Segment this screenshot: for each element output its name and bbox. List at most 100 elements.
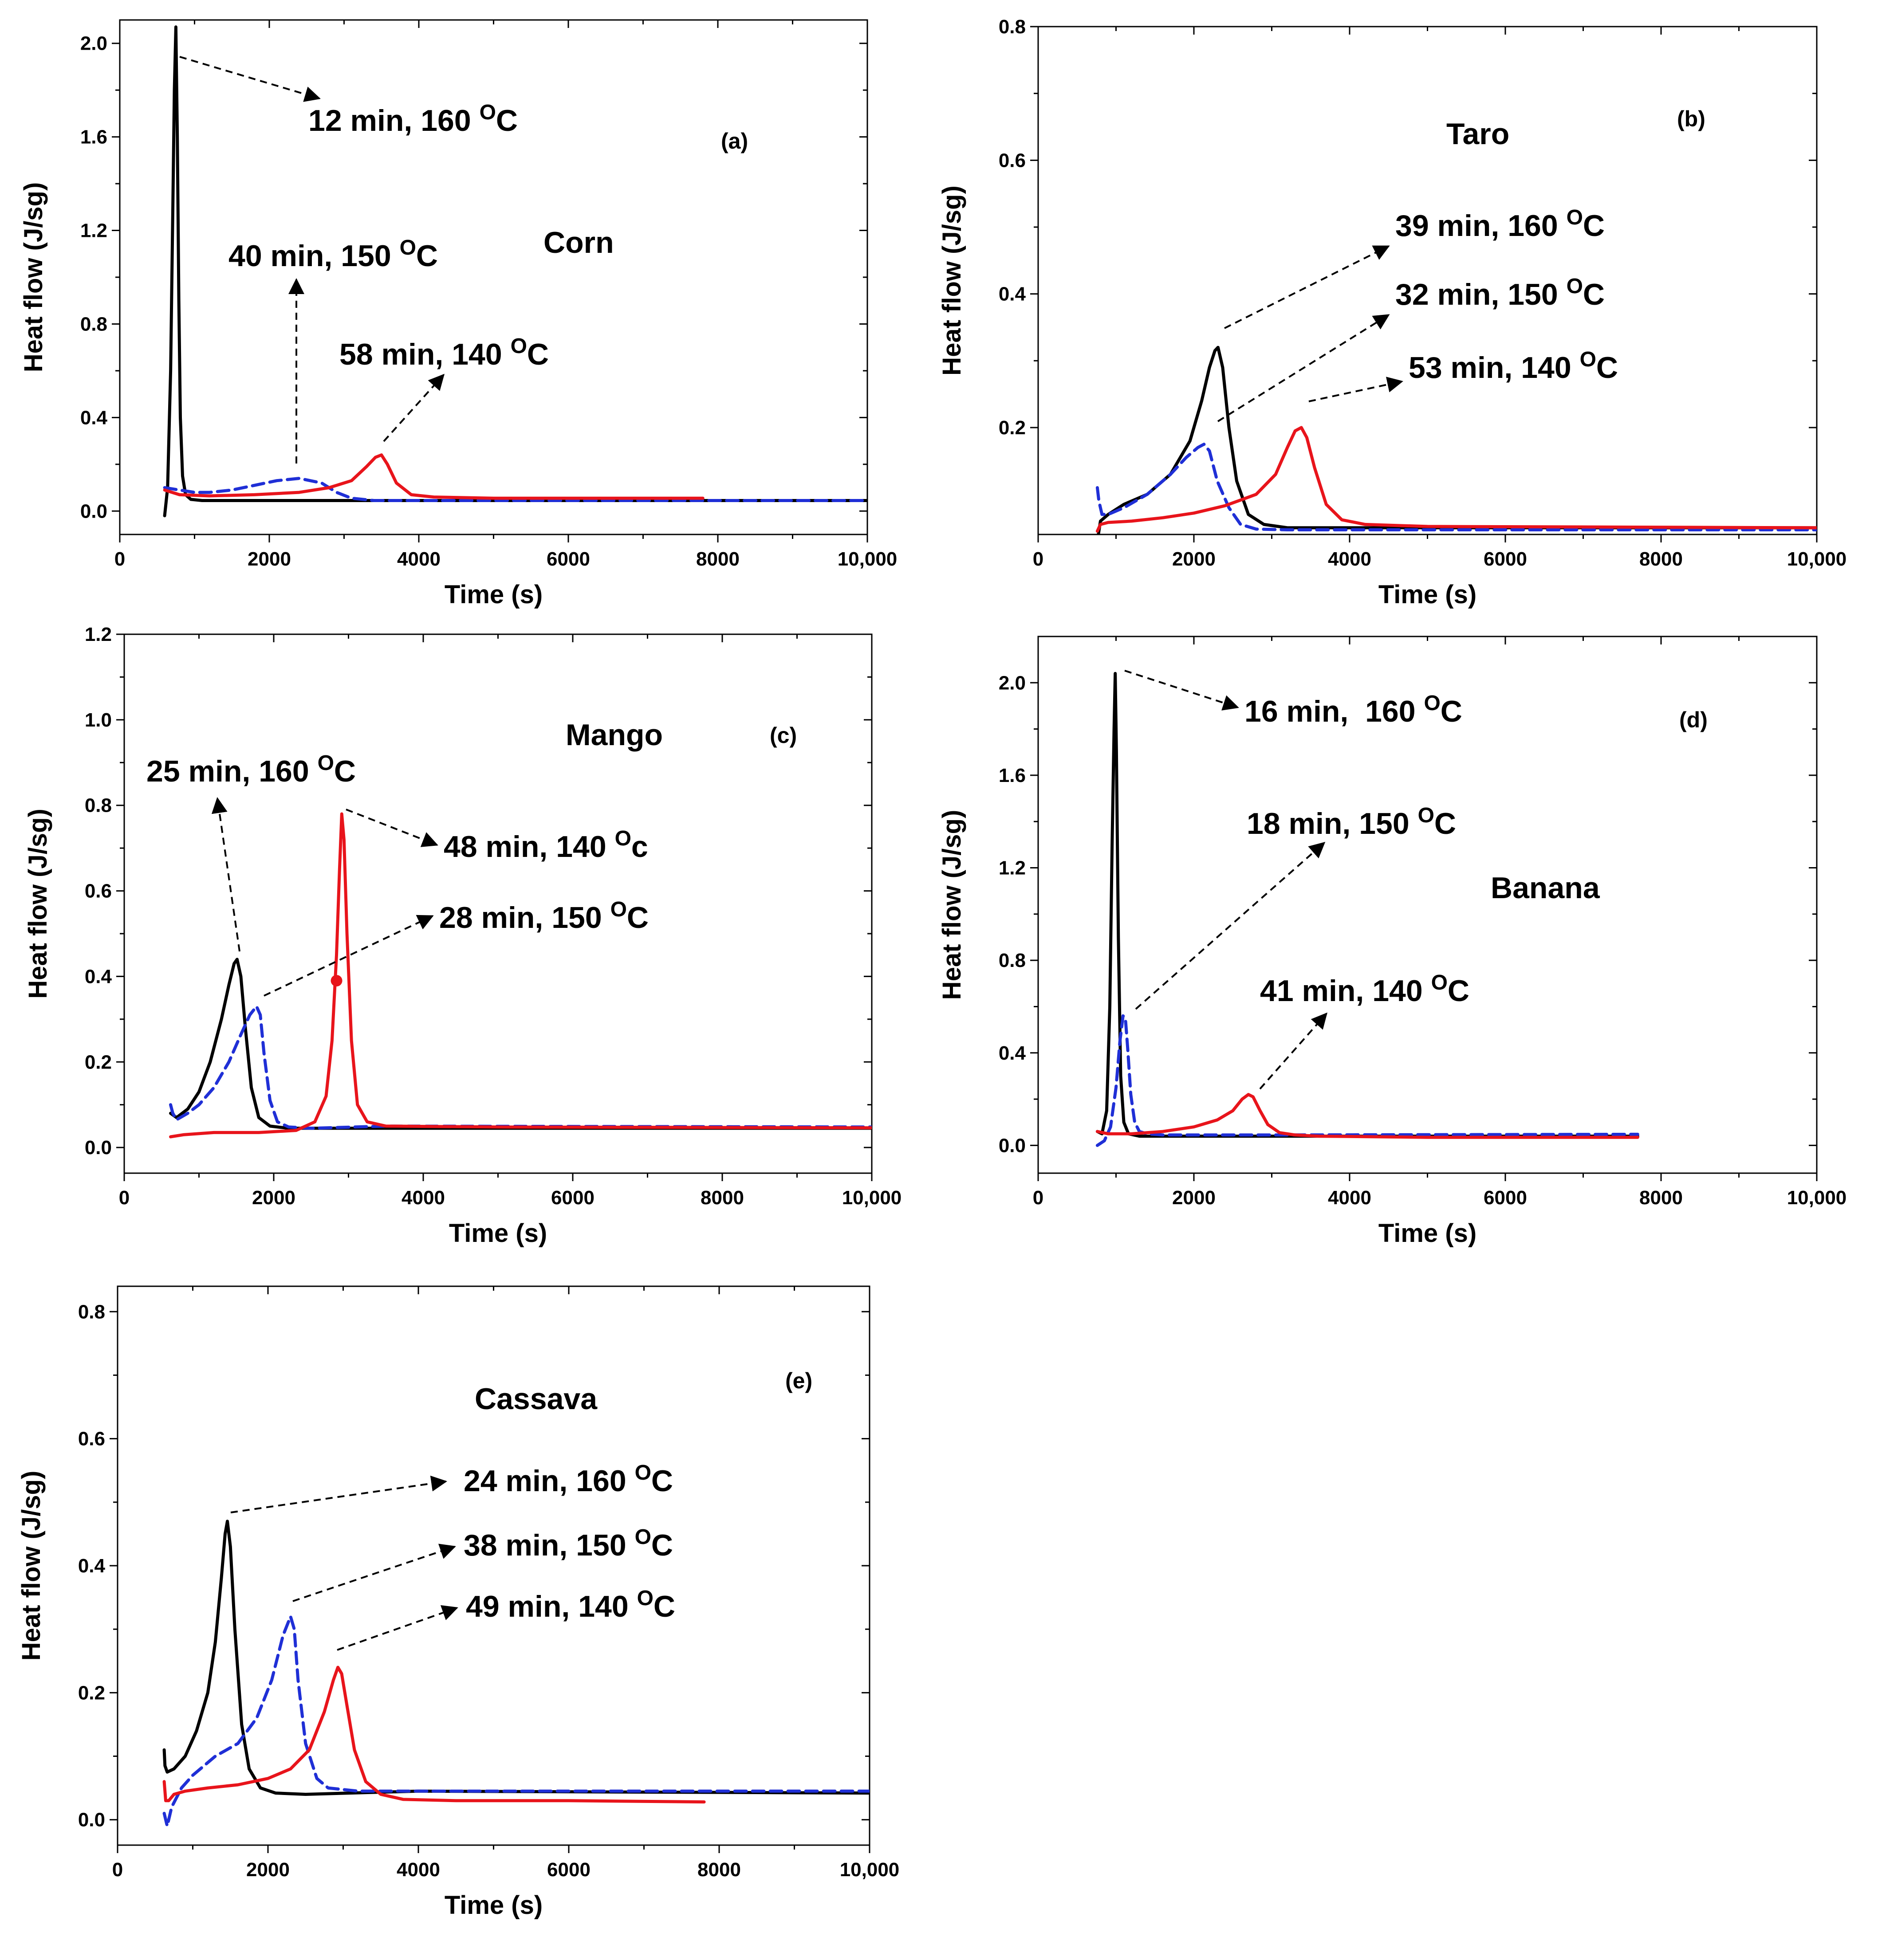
y-tick-label: 1.6 xyxy=(80,126,107,148)
x-tick-label: 6000 xyxy=(547,1859,591,1881)
x-tick-label: 2000 xyxy=(1172,1187,1216,1209)
annotation-text: 53 min, 140 xyxy=(1409,351,1580,385)
annotation-text: 49 min, 140 xyxy=(466,1590,637,1623)
series-150-c-line xyxy=(1095,1014,1639,1147)
panel-e-arrow-140 xyxy=(337,1605,458,1651)
series-150-c-line xyxy=(163,477,867,502)
y-tick-label: 0.0 xyxy=(999,1135,1026,1156)
x-tick-label: 10,000 xyxy=(840,1859,900,1881)
annotation-superscript: O xyxy=(480,101,496,124)
annotation-text: 41 min, 140 xyxy=(1260,974,1431,1008)
panel-a-annotation-140: 58 min, 140 OC xyxy=(339,334,549,371)
y-axis-title: Heat flow (J/sg) xyxy=(24,809,52,999)
panel-a-plot: 0 2000 4000 6000 8000 10,000 0.0 0.4 0.8 1.2 1.6 2.… xyxy=(19,19,897,609)
series-150-c-line xyxy=(162,1615,870,1828)
annotation-unit: C xyxy=(1434,807,1456,841)
annotation-unit: C xyxy=(1596,351,1618,385)
y-tick-label: 1.2 xyxy=(85,624,112,645)
x-tick-label: 8000 xyxy=(1639,548,1683,570)
panel-b-annotation-160: 39 min, 160 OC xyxy=(1395,206,1605,243)
x-tick-label: 0 xyxy=(112,1859,123,1881)
annotation-text: 12 min, 160 xyxy=(308,104,480,137)
panel-e: 0 2000 4000 6000 8000 10,000 0.0 0.2 0.4 0.6 0.8 Ti… xyxy=(17,1285,900,1920)
x-tick-label: 10,000 xyxy=(1787,548,1847,570)
panel-b-arrow-150 xyxy=(1217,314,1390,422)
y-tick-label: 1.2 xyxy=(80,220,107,242)
annotation-text: 25 min, 160 xyxy=(146,754,318,788)
annotation-unit: c xyxy=(631,830,648,864)
y-tick-label: 0.6 xyxy=(85,880,112,902)
panel-d-arrow-140 xyxy=(1259,1012,1327,1090)
panel-e-arrow-160 xyxy=(230,1475,447,1513)
annotation-text: 48 min, 140 xyxy=(444,830,615,864)
series-140-c-line xyxy=(169,812,872,1139)
series-160-c-line xyxy=(169,958,872,1130)
x-tick-label: 0 xyxy=(114,548,125,570)
panel-a-letter: (a) xyxy=(721,129,748,153)
annotation-unit: C xyxy=(416,239,438,273)
annotation-unit: C xyxy=(1583,209,1605,243)
panel-a-arrow-140 xyxy=(383,373,445,442)
y-tick-label: 0.4 xyxy=(999,1042,1026,1064)
panel-e-annotation-160: 24 min, 160 OC xyxy=(464,1461,673,1498)
x-tick-label: 4000 xyxy=(402,1187,445,1209)
y-tick-label: 0.4 xyxy=(80,407,108,428)
x-tick-label: 4000 xyxy=(1328,548,1371,570)
panel-c: 0 2000 4000 6000 8000 10,000 0.0 0.2 0.4 0.6 0.8 1.… xyxy=(24,624,902,1248)
series-160-c-line xyxy=(163,25,867,518)
annotation-text: 16 min, 160 xyxy=(1244,695,1424,728)
x-tick-label: 10,000 xyxy=(1787,1187,1847,1209)
x-axis-title: Time (s) xyxy=(449,1219,547,1248)
y-tick-label: 0.4 xyxy=(85,966,112,987)
panel-e-sample-label: Cassava xyxy=(475,1382,598,1416)
y-tick-label: 0.4 xyxy=(999,283,1026,305)
y-axis-title: Heat flow (J/sg) xyxy=(937,185,966,376)
y-tick-label: 0.2 xyxy=(999,417,1026,439)
x-tick-label: 8000 xyxy=(697,1859,741,1881)
annotation-superscript: O xyxy=(511,334,527,358)
x-tick-label: 8000 xyxy=(1639,1187,1683,1209)
panel-b: 0 2000 4000 6000 8000 10,000 0.2 0.4 0.6 0.8 Time … xyxy=(937,16,1847,609)
annotation-superscript: O xyxy=(635,1525,651,1549)
panel-c-annotation-160: 25 min, 160 OC xyxy=(146,751,356,788)
y-tick-label: 0.8 xyxy=(78,1301,105,1323)
annotation-superscript: O xyxy=(1431,971,1448,994)
panel-e-letter: (e) xyxy=(785,1368,812,1393)
annotation-unit: C xyxy=(1448,974,1469,1008)
x-axis-title: Time (s) xyxy=(445,1891,543,1920)
panel-d-letter: (d) xyxy=(1679,707,1708,732)
panel-b-annotation-140: 53 min, 140 OC xyxy=(1409,348,1618,385)
x-tick-label: 6000 xyxy=(1484,548,1527,570)
x-tick-label: 0 xyxy=(119,1187,130,1209)
annotation-superscript: O xyxy=(1580,348,1596,371)
annotation-text: 40 min, 150 xyxy=(228,239,400,273)
series-140-c-line xyxy=(1095,1093,1639,1139)
annotation-superscript: O xyxy=(615,827,631,850)
panel-c-sample-label: Mango xyxy=(566,718,663,752)
x-tick-label: 0 xyxy=(1033,548,1043,570)
panel-e-annotation-150: 38 min, 150 OC xyxy=(464,1525,673,1562)
x-tick-label: 10,000 xyxy=(842,1187,902,1209)
panel-a-sample-label: Corn xyxy=(543,226,614,259)
x-tick-label: 6000 xyxy=(1484,1187,1527,1209)
annotation-superscript: O xyxy=(635,1461,651,1485)
series-150-c-line xyxy=(169,1005,872,1130)
annotation-unit: C xyxy=(627,901,649,935)
x-tick-label: 2000 xyxy=(248,548,291,570)
y-tick-label: 2.0 xyxy=(80,33,107,55)
y-tick-label: 0.8 xyxy=(999,16,1026,38)
y-tick-label: 1.2 xyxy=(999,857,1026,879)
panel-c-arrow-140 xyxy=(346,809,438,847)
annotation-superscript: O xyxy=(400,236,416,259)
panel-d-annotation-150: 18 min, 150 OC xyxy=(1247,804,1456,841)
y-axis-title: Heat flow (J/sg) xyxy=(937,810,966,1000)
x-axis-title: Time (s) xyxy=(1378,1219,1476,1248)
panel-d-sample-label: Banana xyxy=(1491,871,1600,905)
annotation-superscript: O xyxy=(1424,691,1440,715)
x-tick-label: 2000 xyxy=(252,1187,295,1209)
x-tick-label: 6000 xyxy=(551,1187,595,1209)
annotation-unit: C xyxy=(654,1590,675,1623)
panel-b-arrow-140 xyxy=(1308,377,1403,402)
annotation-text: 39 min, 160 xyxy=(1395,209,1567,243)
series-160-c-line xyxy=(162,1520,870,1796)
